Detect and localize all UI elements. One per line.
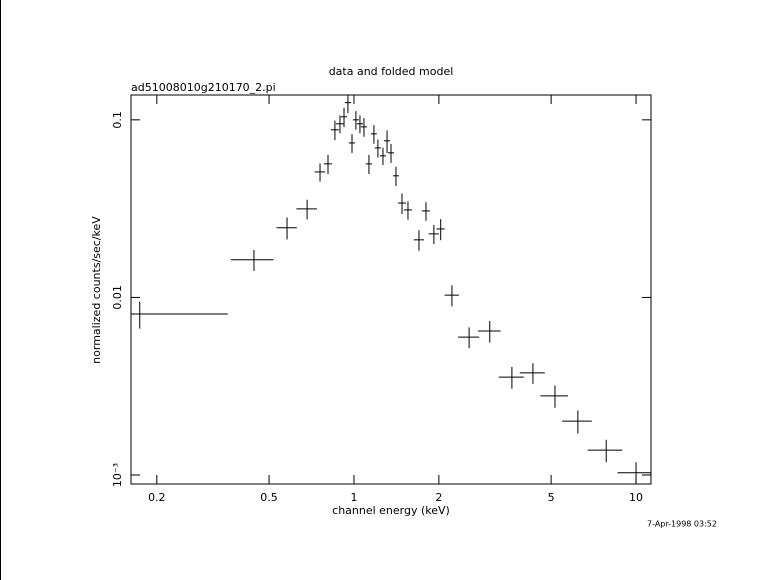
- x-axis-label: channel energy (keV): [332, 504, 450, 517]
- timestamp: 7-Apr-1998 03:52: [647, 520, 717, 529]
- x-tick-label: 0.5: [260, 491, 278, 504]
- y-tick-label: 0.1: [111, 111, 124, 128]
- x-tick-label: 1: [350, 491, 357, 504]
- plot-frame: [130, 94, 652, 485]
- x-tick-label: 10: [629, 491, 643, 504]
- x-tick-label: 5: [548, 491, 555, 504]
- y-tick-label: 10⁻³: [111, 463, 124, 487]
- x-tick-label: 2: [435, 491, 442, 504]
- chart-subtitle: ad51008010g210170_2.pi: [131, 81, 276, 94]
- x-tick-label: 0.2: [148, 491, 166, 504]
- y-axis-label: normalized counts/sec/keV: [90, 216, 103, 364]
- chart-title: data and folded model: [329, 65, 454, 78]
- y-tick-label: 0.01: [111, 285, 124, 310]
